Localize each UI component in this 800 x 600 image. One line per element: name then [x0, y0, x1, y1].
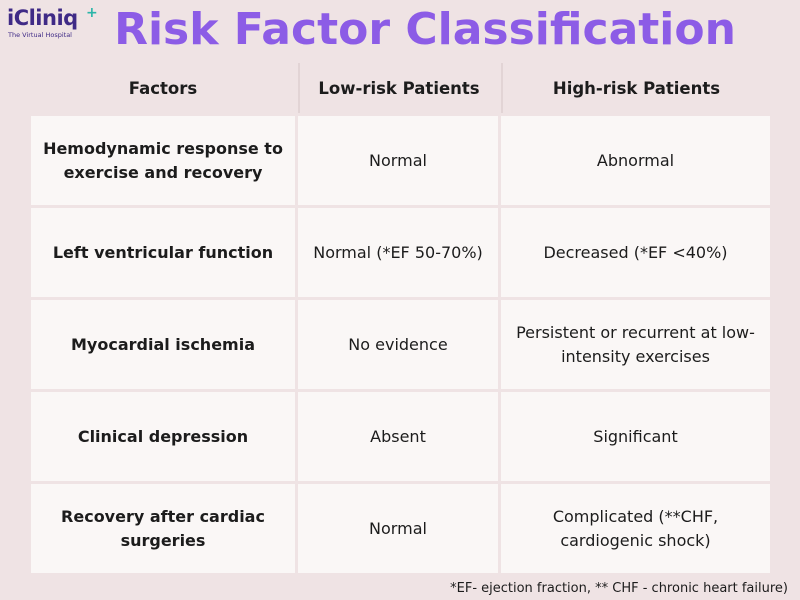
factor-cell: Hemodynamic response to exercise and rec…	[31, 116, 295, 205]
factor-cell: Left ventricular function	[31, 208, 295, 297]
table-row: Recovery after cardiac surgeries Normal …	[31, 484, 770, 573]
risk-factor-table: Factors Low-risk Patients High-risk Pati…	[28, 60, 773, 576]
high-risk-cell: Decreased (*EF <40%)	[501, 208, 770, 297]
table-row: Clinical depression Absent Significant	[31, 392, 770, 481]
table-row: Hemodynamic response to exercise and rec…	[31, 116, 770, 205]
factor-cell: Recovery after cardiac surgeries	[31, 484, 295, 573]
factor-cell: Myocardial ischemia	[31, 300, 295, 389]
low-risk-cell: No evidence	[298, 300, 498, 389]
header-high-risk: High-risk Patients	[501, 63, 770, 113]
header-low-risk: Low-risk Patients	[298, 63, 498, 113]
low-risk-cell: Normal	[298, 116, 498, 205]
logo-plus-icon: +	[86, 5, 98, 21]
header-factors: Factors	[128, 78, 198, 98]
page-title: Risk Factor Classification	[114, 4, 736, 55]
high-risk-cell: Abnormal	[501, 116, 770, 205]
high-risk-cell: Complicated (**CHF, cardiogenic shock)	[501, 484, 770, 573]
factor-cell: Clinical depression	[31, 392, 295, 481]
high-risk-cell: Persistent or recurrent at low-intensity…	[501, 300, 770, 389]
low-risk-cell: Absent	[298, 392, 498, 481]
high-risk-cell: Significant	[501, 392, 770, 481]
low-risk-cell: Normal (*EF 50-70%)	[298, 208, 498, 297]
logo-wordmark: iCliniq	[7, 6, 78, 30]
table-row: Left ventricular function Normal (*EF 50…	[31, 208, 770, 297]
logo-tagline: The Virtual Hospital	[8, 31, 72, 39]
low-risk-cell: Normal	[298, 484, 498, 573]
table-row: Myocardial ischemia No evidence Persiste…	[31, 300, 770, 389]
footnote: *EF- ejection fraction, ** CHF - chronic…	[450, 581, 788, 596]
table-header-row: Factors Low-risk Patients High-risk Pati…	[31, 63, 770, 113]
iclinq-logo: iCliniq + The Virtual Hospital	[7, 6, 99, 42]
